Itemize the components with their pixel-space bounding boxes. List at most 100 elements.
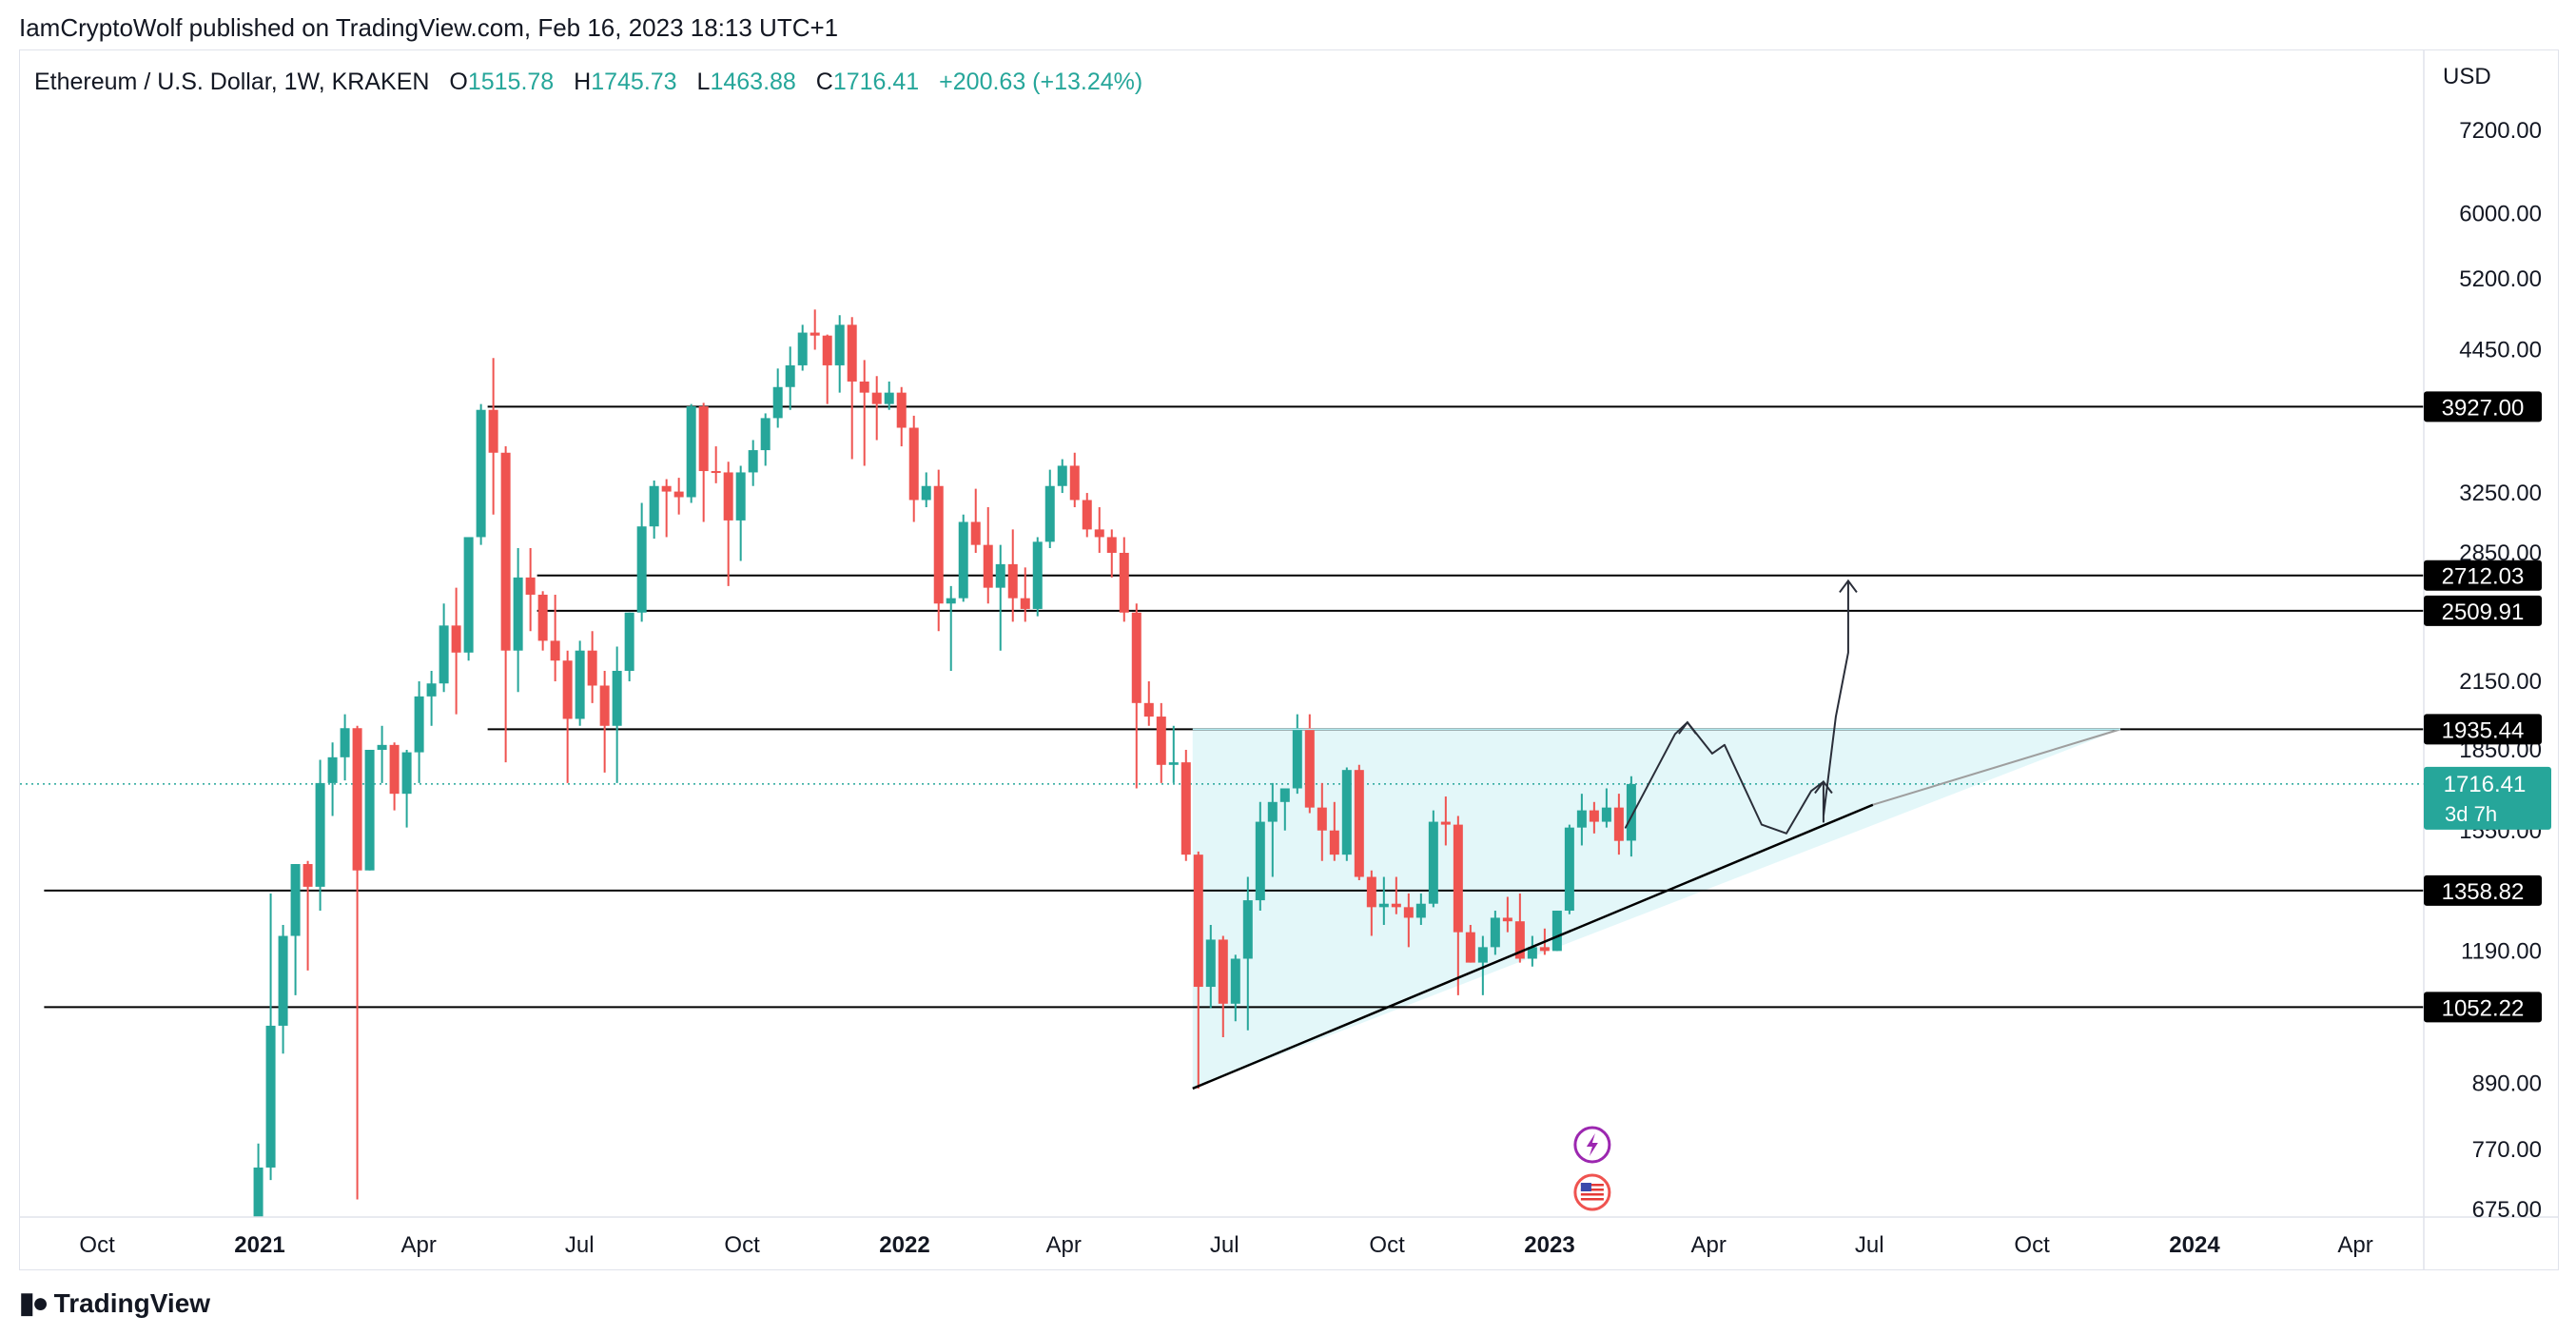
- candle-body[interactable]: [921, 485, 931, 501]
- candle-body[interactable]: [364, 749, 375, 871]
- candle-body[interactable]: [1527, 947, 1537, 959]
- candle-body[interactable]: [1143, 702, 1154, 717]
- candle-body[interactable]: [673, 491, 684, 498]
- candle-body[interactable]: [389, 744, 400, 795]
- candle-body[interactable]: [463, 537, 474, 653]
- candle-body[interactable]: [1403, 907, 1414, 918]
- candle-body[interactable]: [1366, 876, 1376, 908]
- candle-body[interactable]: [1242, 900, 1253, 959]
- candle-body[interactable]: [624, 612, 634, 671]
- candle-body[interactable]: [896, 392, 907, 428]
- level-price-tag[interactable]: [2424, 992, 2542, 1023]
- candle-body[interactable]: [760, 418, 771, 451]
- candle-body[interactable]: [1069, 465, 1080, 501]
- candle-body[interactable]: [1181, 762, 1191, 855]
- candle-body[interactable]: [649, 485, 659, 527]
- candle-body[interactable]: [1626, 783, 1636, 841]
- candle-body[interactable]: [401, 752, 412, 795]
- candle-body[interactable]: [1193, 855, 1203, 988]
- candle-body[interactable]: [1465, 932, 1475, 963]
- rising-trendline[interactable]: [1192, 803, 1874, 1090]
- candle-body[interactable]: [1094, 529, 1104, 538]
- candle-body[interactable]: [562, 660, 573, 719]
- candle-body[interactable]: [439, 625, 449, 684]
- candle-body[interactable]: [1106, 537, 1117, 553]
- candle-body[interactable]: [1156, 717, 1166, 765]
- candle-body[interactable]: [748, 450, 758, 473]
- level-price-tag[interactable]: [2424, 560, 2542, 591]
- candle-body[interactable]: [1490, 917, 1500, 948]
- candle-body[interactable]: [426, 683, 437, 697]
- candle-body[interactable]: [772, 386, 783, 419]
- candle-body[interactable]: [1428, 821, 1438, 904]
- candle-body[interactable]: [995, 563, 1005, 588]
- candle-body[interactable]: [1539, 947, 1550, 952]
- candle-body[interactable]: [1440, 821, 1451, 825]
- candle-body[interactable]: [587, 650, 597, 686]
- candle-body[interactable]: [822, 335, 832, 365]
- candle-body[interactable]: [278, 935, 288, 1026]
- candle-body[interactable]: [933, 485, 944, 604]
- candle-body[interactable]: [575, 650, 585, 719]
- candle-body[interactable]: [1119, 552, 1129, 613]
- candle-body[interactable]: [599, 685, 610, 726]
- candle-body[interactable]: [451, 625, 461, 653]
- candle-body[interactable]: [340, 728, 350, 757]
- candle-body[interactable]: [1341, 770, 1352, 855]
- candle-body[interactable]: [513, 577, 523, 651]
- current-price-tag[interactable]: [2424, 766, 2551, 830]
- candle-body[interactable]: [698, 406, 709, 472]
- us-flag-event-icon[interactable]: [1573, 1173, 1611, 1211]
- candle-body[interactable]: [636, 526, 647, 613]
- candle-body[interactable]: [1020, 598, 1030, 609]
- candle-body[interactable]: [612, 670, 622, 726]
- candle-body[interactable]: [1205, 939, 1216, 988]
- candle-body[interactable]: [785, 364, 795, 387]
- candle-body[interactable]: [525, 577, 536, 595]
- candle-body[interactable]: [834, 324, 845, 365]
- candle-body[interactable]: [1576, 810, 1587, 828]
- candle-body[interactable]: [414, 696, 424, 753]
- candle-body[interactable]: [1292, 728, 1302, 789]
- candle-body[interactable]: [884, 392, 894, 404]
- candle-body[interactable]: [500, 452, 511, 651]
- candle-body[interactable]: [797, 332, 808, 365]
- candle-body[interactable]: [1564, 827, 1574, 912]
- candle-body[interactable]: [711, 471, 721, 474]
- candle-body[interactable]: [352, 728, 362, 871]
- candle-body[interactable]: [958, 521, 968, 599]
- candle-body[interactable]: [1131, 612, 1142, 703]
- candle-body[interactable]: [1391, 903, 1401, 908]
- candle-body[interactable]: [983, 544, 993, 588]
- candle-body[interactable]: [1168, 762, 1179, 765]
- candle-body[interactable]: [661, 485, 672, 492]
- candle-body[interactable]: [1378, 903, 1389, 908]
- candle-body[interactable]: [290, 864, 301, 936]
- candle-body[interactable]: [476, 409, 486, 538]
- level-price-tag[interactable]: [2424, 714, 2542, 745]
- candle-body[interactable]: [488, 409, 498, 453]
- level-price-tag[interactable]: [2424, 595, 2542, 626]
- rising-trendline-extension[interactable]: [1872, 728, 2121, 806]
- candle-body[interactable]: [1082, 500, 1092, 530]
- candle-body[interactable]: [1267, 801, 1278, 822]
- level-price-tag[interactable]: [2424, 391, 2542, 422]
- candle-body[interactable]: [970, 521, 981, 545]
- candle-body[interactable]: [302, 864, 313, 887]
- candle-body[interactable]: [1601, 807, 1611, 822]
- candle-body[interactable]: [1502, 917, 1512, 922]
- candle-body[interactable]: [1317, 807, 1327, 831]
- candle-body[interactable]: [859, 381, 869, 393]
- candle-body[interactable]: [1044, 485, 1055, 542]
- candle-body[interactable]: [1304, 728, 1315, 808]
- candle-body[interactable]: [1279, 788, 1290, 802]
- candle-body[interactable]: [1415, 903, 1426, 918]
- candle-body[interactable]: [253, 1167, 263, 1234]
- candle-body[interactable]: [1551, 911, 1562, 952]
- candle-body[interactable]: [1613, 807, 1624, 841]
- candle-body[interactable]: [871, 392, 882, 404]
- candle-body[interactable]: [315, 782, 325, 887]
- candle-body[interactable]: [1589, 810, 1599, 822]
- candle-body[interactable]: [265, 1025, 276, 1168]
